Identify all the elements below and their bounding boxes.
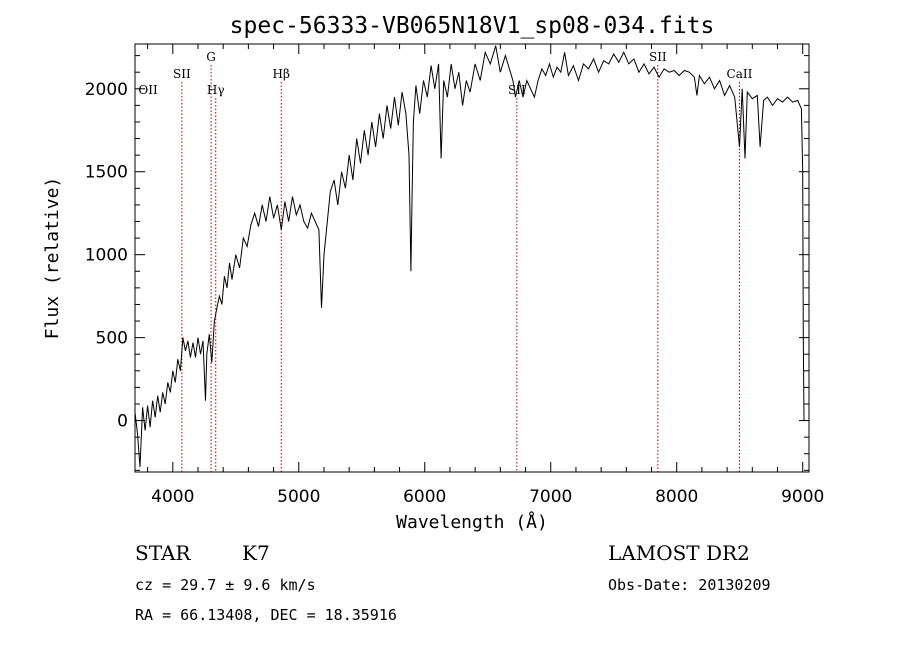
spectral-line-label: CaII bbox=[727, 67, 753, 81]
observation-date: Obs-Date: 20130209 bbox=[608, 576, 771, 594]
y-tick-label: 0 bbox=[117, 412, 128, 432]
spectral-line-label: G bbox=[206, 50, 216, 64]
spectral-line-label: OII bbox=[138, 83, 158, 97]
x-axis: 4000 5000 6000 7000 8000 9000 bbox=[147, 44, 824, 507]
survey-name: LAMOST DR2 bbox=[608, 541, 750, 565]
spectrum-line bbox=[134, 45, 805, 468]
y-tick-label: 2000 bbox=[85, 80, 128, 100]
x-tick-label: 9000 bbox=[781, 487, 824, 507]
x-tick-label: 7000 bbox=[529, 487, 572, 507]
plot-frame bbox=[134, 43, 810, 473]
y-axis: 0 500 1000 1500 2000 bbox=[85, 55, 809, 471]
coordinates: RA = 66.13408, DEC = 18.35916 bbox=[135, 606, 397, 624]
chart-title: spec-56333-VB065N18V1_sp08-034.fits bbox=[230, 13, 715, 39]
x-tick-label: 8000 bbox=[655, 487, 698, 507]
redshift-value: cz = 29.7 ± 9.6 km/s bbox=[135, 576, 316, 594]
y-axis-label: Flux (relative) bbox=[42, 177, 63, 340]
y-tick-label: 1500 bbox=[85, 163, 128, 183]
x-axis-label: Wavelength (Å) bbox=[396, 511, 548, 533]
object-class: STAR bbox=[135, 541, 191, 565]
object-subclass: K7 bbox=[242, 541, 270, 565]
y-tick-label: 1000 bbox=[85, 246, 128, 266]
x-tick-label: 6000 bbox=[403, 487, 446, 507]
x-tick-label: 4000 bbox=[151, 487, 194, 507]
spectral-line-label: SII bbox=[173, 67, 191, 81]
spectral-line-label: Hγ bbox=[207, 83, 225, 97]
x-tick-label: 5000 bbox=[277, 487, 320, 507]
spectral-line-label: Hβ bbox=[273, 67, 290, 81]
spectral-line-label: SII bbox=[649, 50, 667, 64]
y-tick-label: 500 bbox=[96, 329, 128, 349]
